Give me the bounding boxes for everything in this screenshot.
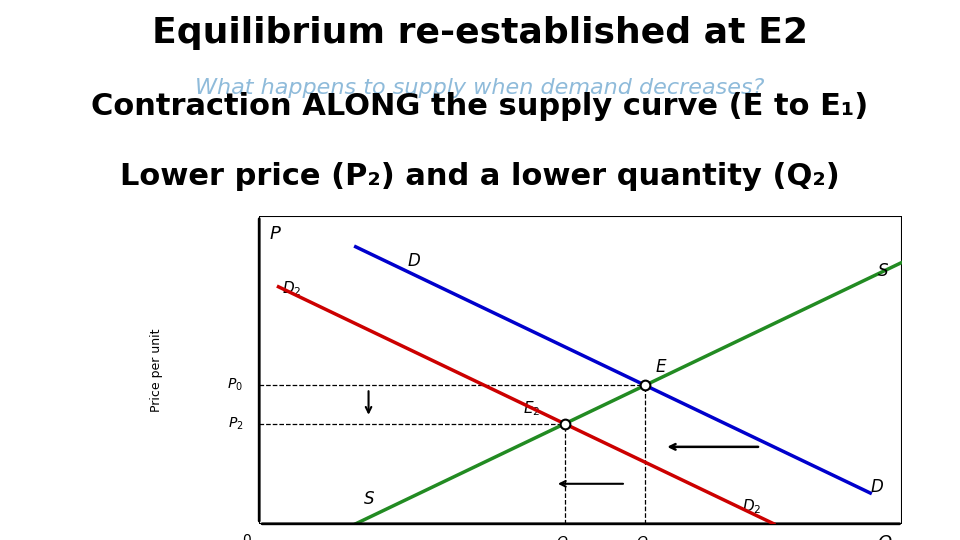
- Text: $E_2$: $E_2$: [523, 399, 540, 417]
- Text: 0: 0: [242, 533, 251, 540]
- Text: Equilibrium re-established at E2: Equilibrium re-established at E2: [152, 16, 808, 50]
- Text: What happens to supply when demand decreases?: What happens to supply when demand decre…: [195, 78, 765, 98]
- Text: $P_2$: $P_2$: [228, 416, 243, 432]
- Text: $Q_2$: $Q_2$: [556, 535, 574, 540]
- Text: Price per unit: Price per unit: [150, 328, 163, 411]
- Text: $E$: $E$: [655, 358, 667, 376]
- Text: $D_2$: $D_2$: [742, 497, 761, 516]
- Text: $D_2$: $D_2$: [281, 279, 301, 298]
- Text: $D$: $D$: [871, 478, 884, 496]
- Text: $S$: $S$: [876, 262, 889, 280]
- Text: Lower price (P₂) and a lower quantity (Q₂): Lower price (P₂) and a lower quantity (Q…: [120, 162, 840, 191]
- Text: $P$: $P$: [269, 225, 281, 243]
- Text: $Q$: $Q$: [877, 533, 893, 540]
- Text: $D$: $D$: [407, 252, 420, 270]
- Text: Contraction ALONG the supply curve (E to E₁): Contraction ALONG the supply curve (E to…: [91, 92, 869, 121]
- Text: $P_0$: $P_0$: [228, 377, 243, 394]
- Text: $Q_0$: $Q_0$: [636, 535, 655, 540]
- Text: $S$: $S$: [363, 490, 374, 509]
